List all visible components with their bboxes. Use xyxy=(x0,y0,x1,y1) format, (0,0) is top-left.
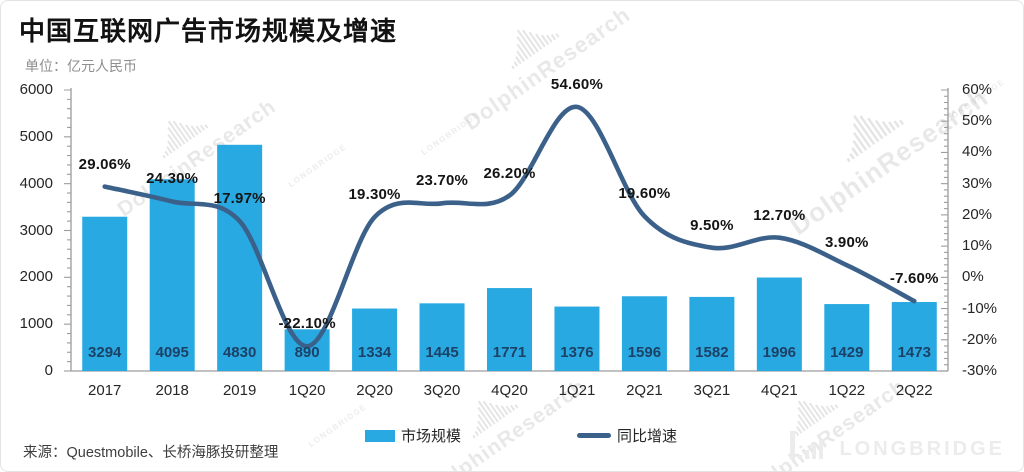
chart-title: 中国互联网广告市场规模及增速 xyxy=(19,16,398,46)
legend-label-yoy-growth: 同比增速 xyxy=(617,428,678,445)
legend-line-swatch xyxy=(577,433,611,438)
bar xyxy=(689,296,735,371)
source-note: 来源：Questmobile、长桥海豚投研整理 xyxy=(23,445,279,461)
longbridge-logo: LONGBRIDGE xyxy=(789,429,1005,461)
bar xyxy=(554,306,600,371)
bar xyxy=(891,302,937,371)
bar xyxy=(487,288,532,371)
yoy-growth-line xyxy=(102,104,917,349)
bar xyxy=(756,277,802,371)
bar xyxy=(217,144,263,371)
bar xyxy=(149,179,195,371)
longbridge-wordmark: LONGBRIDGE xyxy=(839,438,1005,460)
legend-bar-swatch xyxy=(365,429,395,442)
bar xyxy=(419,303,465,371)
longbridge-bars-icon xyxy=(790,431,824,459)
bar xyxy=(82,216,128,371)
unit-label: 单位：亿元人民币 xyxy=(25,58,137,74)
legend-item-yoy-growth: 同比增速 xyxy=(577,425,677,446)
bar xyxy=(621,296,667,371)
bar xyxy=(352,308,398,371)
legend-label-market-size: 市场规模 xyxy=(401,428,462,445)
legend-item-market-size: 市场规模 xyxy=(365,425,461,446)
bar xyxy=(824,304,870,371)
